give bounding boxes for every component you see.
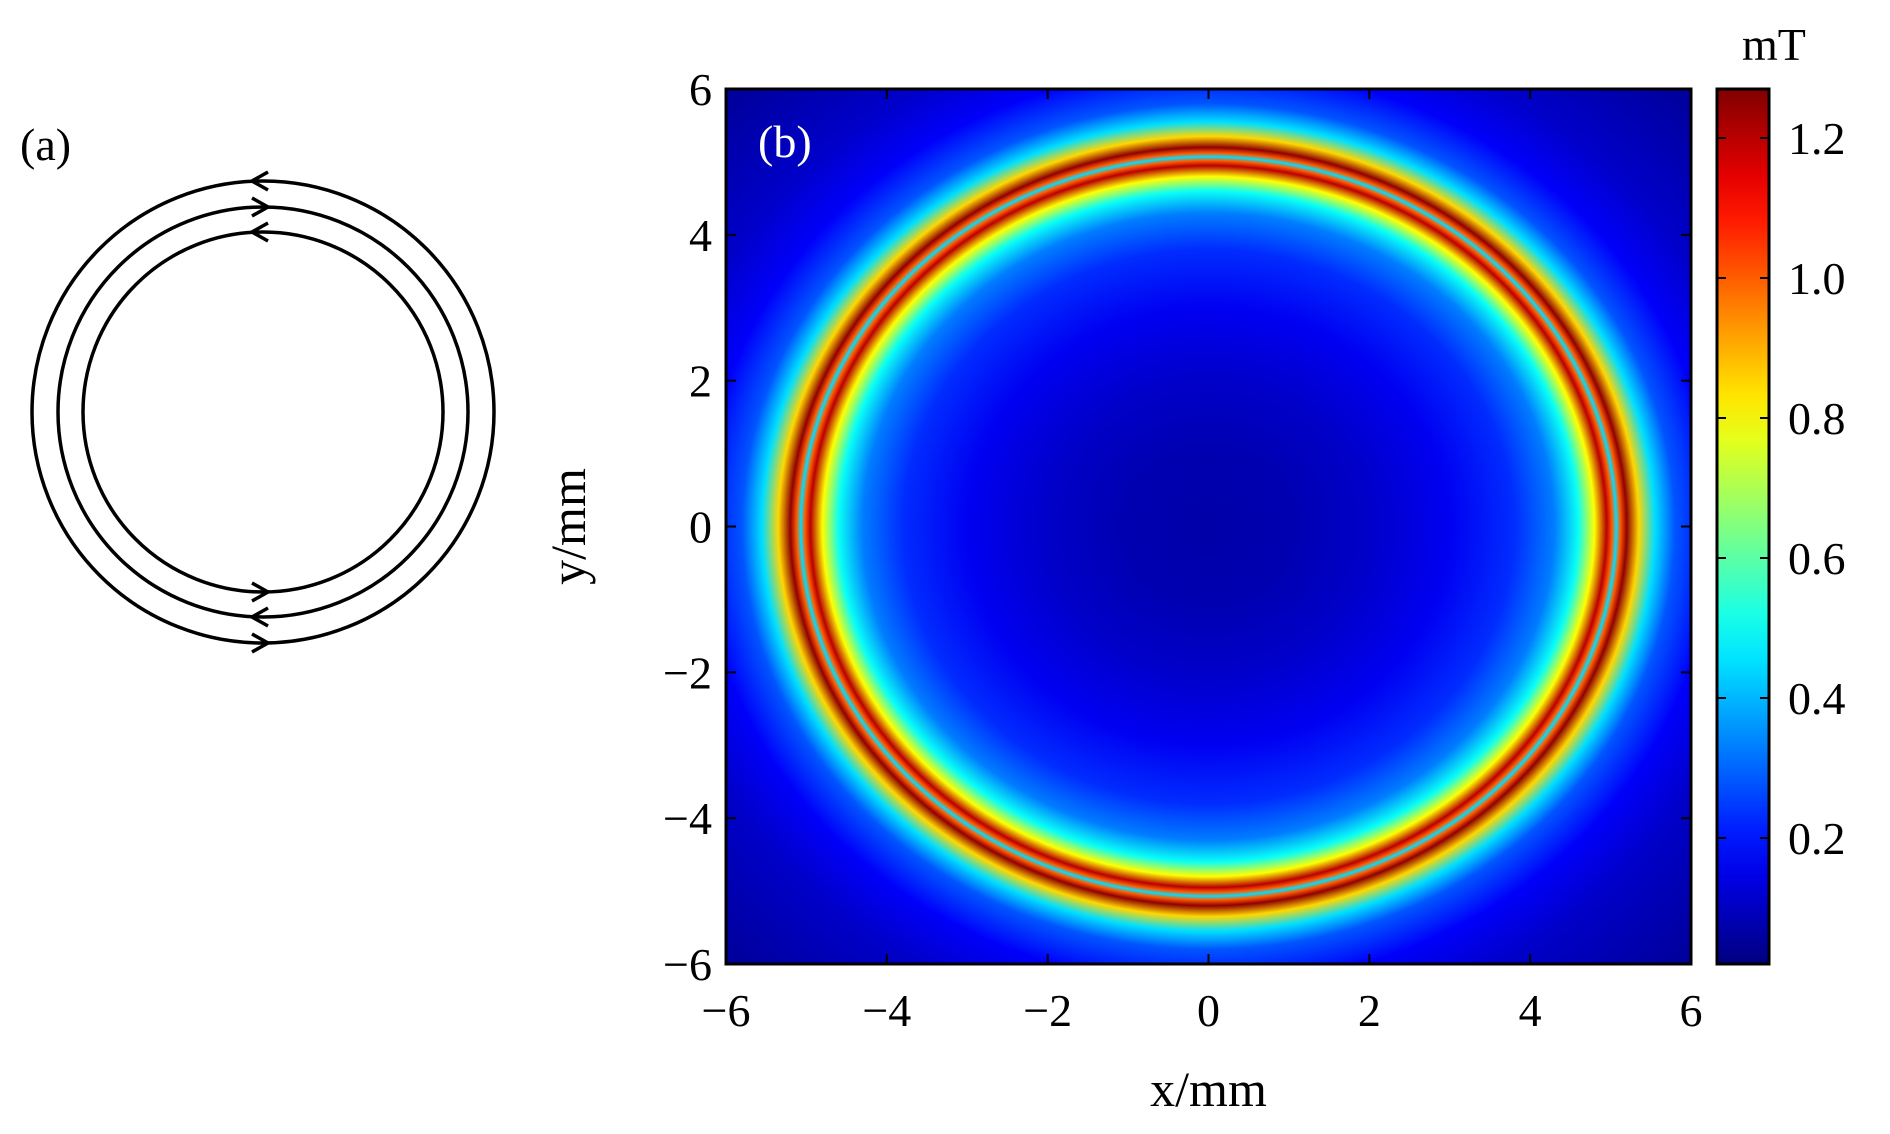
- coil-outer: [30, 179, 496, 645]
- y-tick-label: 0: [689, 502, 712, 553]
- arrow: [248, 170, 269, 192]
- y-tick-label: −4: [663, 793, 712, 844]
- colorbar-tick-label: 0.6: [1788, 533, 1846, 584]
- x-tick-label: 2: [1358, 985, 1381, 1036]
- colorbar-tick-label: 1.2: [1788, 113, 1846, 164]
- arrow: [251, 581, 272, 603]
- coil-middle: [56, 205, 470, 619]
- arrow: [248, 221, 269, 243]
- colorbar: [1715, 87, 1771, 966]
- y-axis-label: y/mm: [540, 468, 596, 585]
- arrow: [248, 606, 269, 628]
- x-tick-label: 6: [1680, 985, 1703, 1036]
- colorbar-tick-label: 1.0: [1788, 253, 1846, 304]
- y-tick-label: −2: [663, 647, 712, 698]
- coil-diagram: (a): [20, 119, 496, 654]
- panel-label: (a): [20, 119, 71, 170]
- y-tick-label: 4: [689, 210, 712, 261]
- colorbar-tick-label: 0.8: [1788, 393, 1846, 444]
- x-tick-label: 0: [1197, 985, 1220, 1036]
- colorbar-label: mT: [1742, 19, 1806, 70]
- x-tick-label: −2: [1023, 985, 1072, 1036]
- colorbar-tick-label: 0.4: [1788, 673, 1846, 724]
- panel-label: (b): [758, 116, 812, 167]
- coil-inner: [81, 230, 445, 594]
- y-tick-label: 2: [689, 356, 712, 407]
- arrow: [251, 196, 272, 218]
- x-tick-label: −6: [702, 985, 751, 1036]
- heatmap-field: [726, 89, 1691, 964]
- y-tick-label: 6: [689, 64, 712, 115]
- y-tick-label: −6: [663, 939, 712, 990]
- x-tick-label: −4: [862, 985, 911, 1036]
- heatmap-panel: (b) −6 −4 −2 0 2 4 6 −6 −4 −2 0 2 4 6 x/mm y/mm 0.2 0.4 0.6…: [540, 19, 1846, 1117]
- x-axis-label: x/mm: [1150, 1061, 1267, 1117]
- x-tick-label: 4: [1519, 985, 1542, 1036]
- arrow: [251, 632, 272, 654]
- colorbar-tick-label: 0.2: [1788, 813, 1846, 864]
